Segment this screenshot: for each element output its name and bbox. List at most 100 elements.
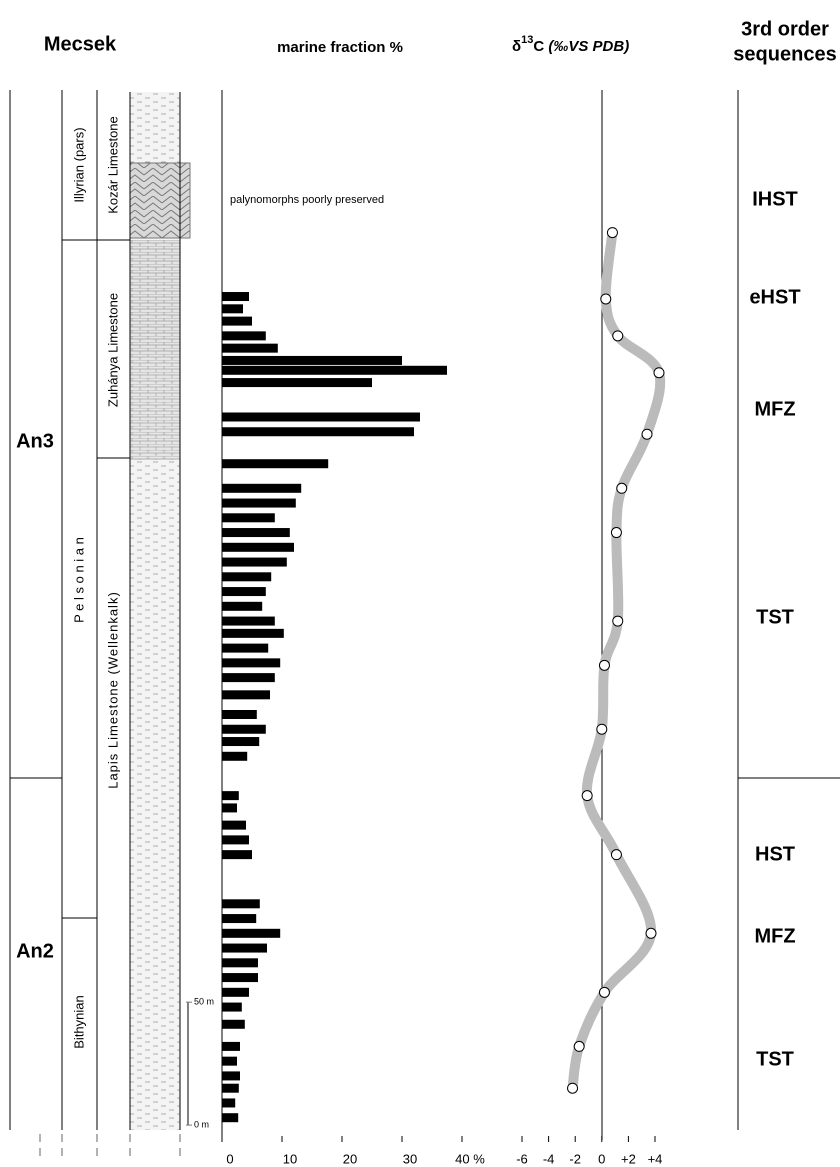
stage-label: An2 [16, 940, 54, 962]
x-tick-label: +4 [648, 1151, 663, 1166]
x-tick-label: 40 % [455, 1151, 485, 1166]
x-tick-label: -6 [516, 1151, 528, 1166]
bar [222, 973, 258, 983]
bar [222, 835, 249, 845]
bar [222, 928, 281, 938]
data-point [598, 986, 610, 998]
data-point [596, 723, 608, 735]
sequence-label: IHST [752, 188, 798, 210]
y-tick-label: 50 m [194, 997, 214, 1007]
bar [222, 987, 249, 997]
bar [222, 737, 260, 747]
substage-label: Bithynian [71, 995, 86, 1048]
data-point [610, 849, 622, 861]
bar [222, 343, 278, 353]
bar [222, 498, 296, 508]
x-tick-label: 30 [403, 1151, 417, 1166]
sequence-label: eHST [749, 286, 800, 308]
data-point [610, 527, 622, 539]
bar [222, 304, 243, 314]
bar [222, 1083, 239, 1093]
x-tick-label: 0 [598, 1151, 605, 1166]
bar [222, 616, 275, 626]
data-point [567, 1082, 579, 1094]
trend-curve [567, 227, 666, 1094]
sequence-label: HST [755, 843, 795, 865]
x-tick-label: 20 [343, 1151, 357, 1166]
bar [222, 1041, 240, 1051]
bar [222, 899, 260, 909]
bar [222, 709, 257, 719]
substage-label: P e l s o n i a n [71, 537, 86, 623]
data-point [598, 659, 610, 671]
data-point [641, 428, 653, 440]
bar [222, 1002, 242, 1012]
bar [222, 412, 420, 422]
bar-title: marine fraction % [277, 39, 403, 56]
isotope-title: δ13C (‰VS PDB) [512, 34, 629, 55]
substage-label: Illyrian (pars) [71, 127, 86, 202]
formation-label: Lapis Limestone (Wellenkalk) [105, 591, 120, 789]
bar [222, 1056, 237, 1066]
y-tick-label: 0 m [194, 1119, 209, 1129]
formation-label: Zuhánya Limestone [105, 293, 120, 407]
bar [222, 528, 290, 538]
data-point [645, 927, 657, 939]
bar [222, 914, 257, 924]
bar [222, 587, 266, 597]
data-point [653, 367, 665, 379]
strat-frame [9, 90, 840, 1162]
x-tick-label: +2 [621, 1151, 636, 1166]
bar [222, 943, 267, 953]
formation-label: Kozár Limestone [105, 116, 120, 214]
title: Mecsek [44, 33, 117, 55]
bar [222, 365, 447, 375]
bar [222, 331, 266, 341]
stage-label: An3 [16, 430, 54, 452]
bar [222, 791, 239, 801]
bar [222, 542, 294, 552]
title-unit: (‰VS PDB) [548, 38, 629, 55]
bar [222, 427, 414, 437]
bar [222, 378, 372, 388]
bar [222, 658, 281, 668]
bar [222, 601, 263, 611]
sequence-label: TST [756, 606, 794, 628]
bar [222, 803, 237, 813]
sequence-label: MFZ [754, 925, 795, 947]
bar [222, 643, 269, 653]
seq-title: 3rd order [741, 18, 829, 40]
bar [222, 820, 246, 830]
data-point [573, 1040, 585, 1052]
x-tick-label: 0 [226, 1151, 233, 1166]
bar [222, 355, 402, 365]
title-part: C [533, 38, 544, 55]
bar [222, 690, 270, 700]
annotation: palynomorphs poorly preserved [230, 194, 384, 206]
data-point [612, 330, 624, 342]
seq-title: sequences [733, 43, 836, 65]
bar [222, 513, 275, 523]
bar [222, 1113, 239, 1123]
data-point [600, 293, 612, 305]
data-point [581, 790, 593, 802]
x-tick-label: 10 [283, 1151, 297, 1166]
bar [222, 724, 266, 734]
bar [222, 1019, 245, 1029]
bar [222, 673, 275, 683]
bar [222, 459, 329, 469]
bar [222, 1071, 240, 1081]
bar [222, 1098, 236, 1108]
data-point [612, 615, 624, 627]
title-sup: 13 [521, 34, 533, 46]
bar [222, 483, 302, 493]
sequence-label: TST [756, 1048, 794, 1070]
bar [222, 628, 284, 638]
bar [222, 557, 287, 567]
bar [222, 751, 248, 761]
sequence-label: MFZ [754, 398, 795, 420]
x-tick-label: -4 [543, 1151, 555, 1166]
data-point [616, 482, 628, 494]
bar [222, 316, 252, 326]
